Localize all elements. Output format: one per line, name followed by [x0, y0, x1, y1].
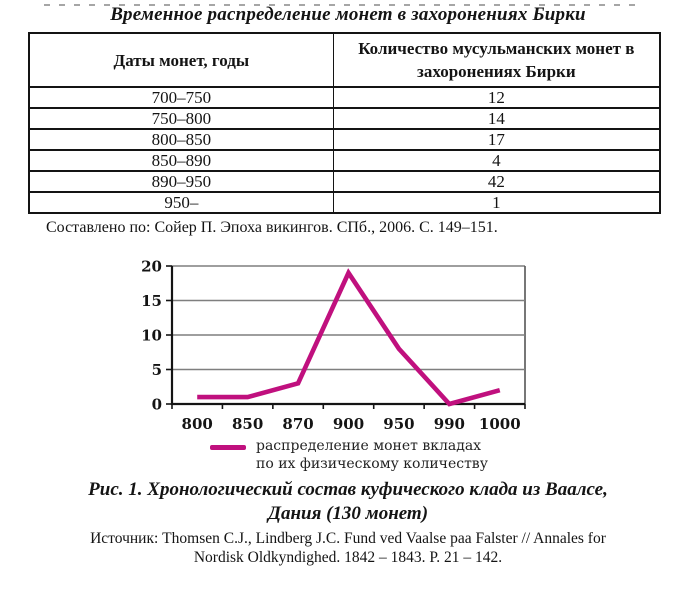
table-cell: 890–950	[28, 170, 334, 193]
svg-text:5: 5	[152, 361, 162, 379]
figure-source-line1: Источник: Thomsen C.J., Lindberg J.C. Fu…	[90, 530, 606, 547]
coin-table-body: 700–750 12 750–800 14 800–850 17 850–890 4 890–9…	[28, 86, 661, 214]
column-header-count: Количество мусульманских монет в захорон…	[332, 32, 661, 88]
figure-source: Источник: Thomsen C.J., Lindberg J.C. Fu…	[0, 529, 696, 567]
table-cell: 4	[332, 149, 661, 172]
table-row: 750–800 14	[28, 107, 661, 130]
legend-label-line1: распределение монет вкладах	[256, 438, 482, 454]
figure-chart: 0 5 10 15 20 800 850 870 900 950 990 1000 распредел…	[130, 253, 570, 473]
svg-text:800: 800	[182, 415, 213, 433]
legend-label: распределение монет вкладах по их физиче…	[256, 438, 488, 473]
table-header-row: Даты монет, годы Количество мусульмански…	[28, 32, 661, 88]
figure-caption-line2: Дания (130 монет)	[267, 503, 429, 524]
svg-text:950: 950	[383, 415, 414, 433]
figure-source-line2: Nordisk Oldkyndighed. 1842 – 1843. P. 21…	[193, 549, 503, 566]
table-row: 850–890 4	[28, 149, 661, 172]
table-row: 950– 1	[28, 191, 661, 214]
table-cell: 1	[332, 191, 661, 214]
table-row: 800–850 17	[28, 128, 661, 151]
table-cell: 800–850	[28, 128, 334, 151]
column-header-dates: Даты монет, годы	[28, 32, 334, 88]
legend-label-line2: по их физическому количеству	[256, 455, 488, 472]
svg-text:0: 0	[152, 396, 162, 414]
figure-caption-line1: Рис. 1. Хронологический состав куфическо…	[88, 479, 608, 500]
coin-line-chart: 0 5 10 15 20 800 850 870 900 950 990 1000	[141, 258, 526, 433]
table-row: 700–750 12	[28, 86, 661, 109]
coin-table: Даты монет, годы Количество мусульмански…	[28, 32, 661, 214]
svg-text:1000: 1000	[479, 415, 521, 433]
table-cell: 12	[332, 86, 661, 109]
table-cell: 14	[332, 107, 661, 130]
page-crop-artifact	[44, 4, 644, 6]
legend-line-swatch	[210, 445, 246, 450]
table-cell: 42	[332, 170, 661, 193]
svg-text:990: 990	[434, 415, 465, 433]
table-cell: 850–890	[28, 149, 334, 172]
figure-caption: Рис. 1. Хронологический состав куфическо…	[0, 478, 696, 526]
svg-text:850: 850	[232, 415, 263, 433]
table-cell: 750–800	[28, 107, 334, 130]
table-cell: 17	[332, 128, 661, 151]
svg-text:900: 900	[333, 415, 364, 433]
table-cell: 950–	[28, 191, 334, 214]
chart-legend: распределение монет вкладах по их физиче…	[210, 438, 570, 473]
table-cell: 700–750	[28, 86, 334, 109]
svg-text:20: 20	[141, 258, 162, 276]
svg-text:15: 15	[141, 292, 162, 310]
svg-text:870: 870	[282, 415, 313, 433]
table-row: 890–950 42	[28, 170, 661, 193]
page-title: Временное распределение монет в захороне…	[110, 4, 586, 25]
table-source-note: Составлено по: Сойер П. Эпоха викингов. …	[46, 219, 498, 236]
svg-text:10: 10	[141, 327, 162, 345]
